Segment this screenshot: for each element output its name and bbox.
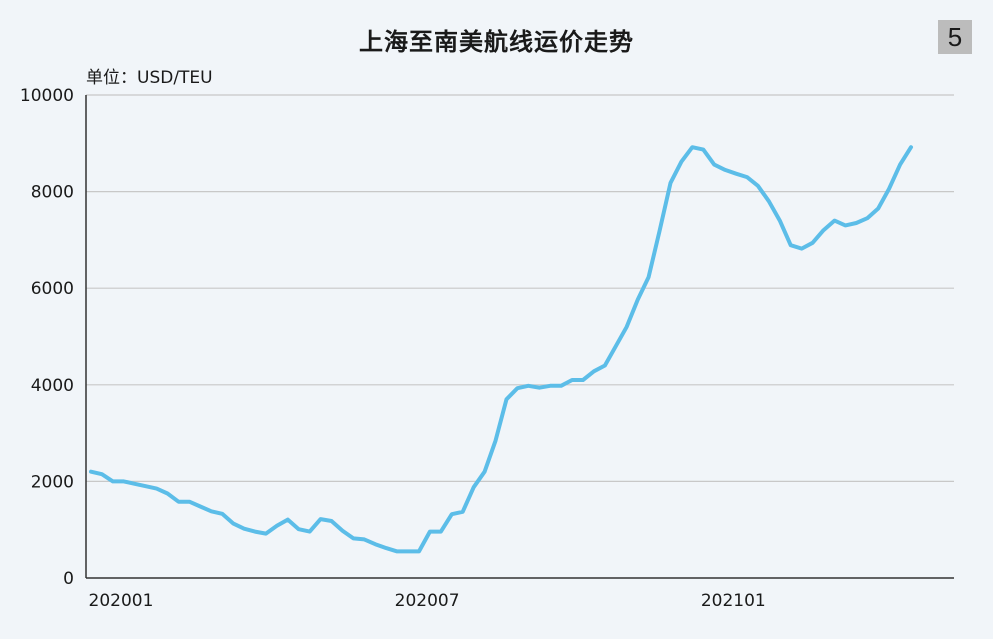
x-tick-label: 202001 [89, 591, 154, 611]
series-line [89, 145, 913, 554]
y-tick-label: 2000 [31, 472, 74, 492]
x-axis-ticks: 202001 202007 202101 [89, 591, 766, 611]
y-tick-label: 0 [63, 569, 74, 589]
page-number-badge: 5 [938, 20, 972, 54]
y-axis-ticks: 0 2000 4000 6000 8000 10000 [20, 86, 74, 589]
grid-lines [86, 94, 954, 482]
x-tick-label: 202101 [701, 591, 766, 611]
chart-title: 上海至南美航线运价走势 [359, 28, 634, 56]
y-tick-label: 10000 [20, 86, 74, 106]
y-tick-label: 4000 [31, 376, 74, 396]
y-tick-label: 8000 [31, 183, 74, 203]
y-tick-label: 6000 [31, 279, 74, 299]
unit-label: 单位：USD/TEU [86, 68, 213, 88]
x-tick-label: 202007 [395, 591, 460, 611]
